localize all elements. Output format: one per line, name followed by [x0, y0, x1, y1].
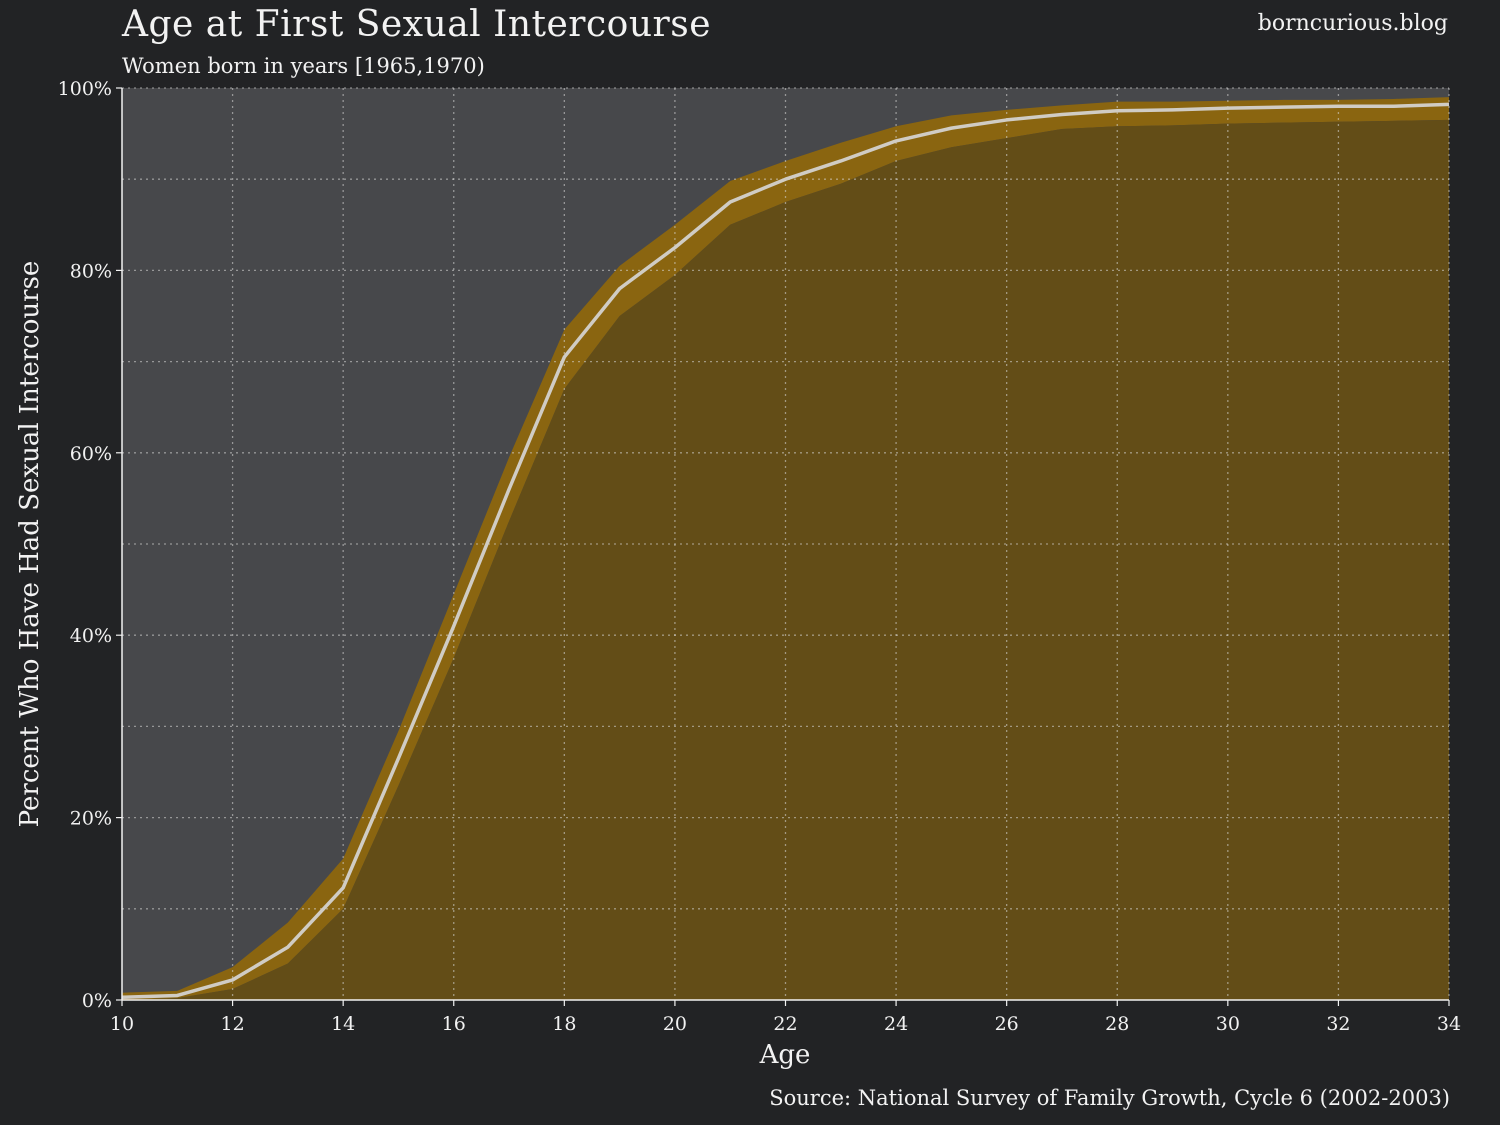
y-tick-label: 60%: [70, 443, 112, 465]
x-tick-label: 20: [663, 1013, 687, 1035]
line-layer: [121, 102, 1450, 1000]
y-tick-label: 100%: [58, 78, 112, 100]
series-line: [121, 102, 1450, 1000]
y-tick-label: 20%: [70, 808, 112, 830]
x-tick-label: 28: [1105, 1013, 1129, 1035]
x-tick-label: 24: [884, 1013, 908, 1035]
source-note: Source: National Survey of Family Growth…: [769, 1086, 1450, 1110]
x-tick-label: 10: [110, 1013, 134, 1035]
x-tick-label: 34: [1437, 1013, 1461, 1035]
site-name: borncurious.blog: [1257, 11, 1448, 36]
y-axis-label: Percent Who Have Had Sexual Intercourse: [15, 260, 45, 828]
y-tick-label: 0%: [82, 990, 112, 1012]
x-tick-label: 30: [1216, 1013, 1240, 1035]
x-tick-label: 32: [1326, 1013, 1350, 1035]
x-tick-label: 22: [773, 1013, 797, 1035]
grid-layer: [122, 87, 1450, 1000]
x-tick-label: 14: [331, 1013, 355, 1035]
x-tick-label: 18: [552, 1013, 576, 1035]
chart-subtitle: Women born in years [1965,1970): [122, 54, 485, 78]
x-tick-label: 26: [995, 1013, 1019, 1035]
y-tick-label: 80%: [70, 260, 112, 282]
x-axis-label: Age: [759, 1040, 811, 1070]
chart-title: Age at First Sexual Intercourse: [122, 4, 712, 45]
x-tick-label: 16: [442, 1013, 466, 1035]
tick-label-layer: 10 12 14 16 18 20 22 24 26 28 30 32 34 0% 20% 40% 60% 80%…: [58, 78, 1461, 1035]
y-tick-label: 40%: [70, 625, 112, 647]
x-tick-label: 12: [220, 1013, 244, 1035]
